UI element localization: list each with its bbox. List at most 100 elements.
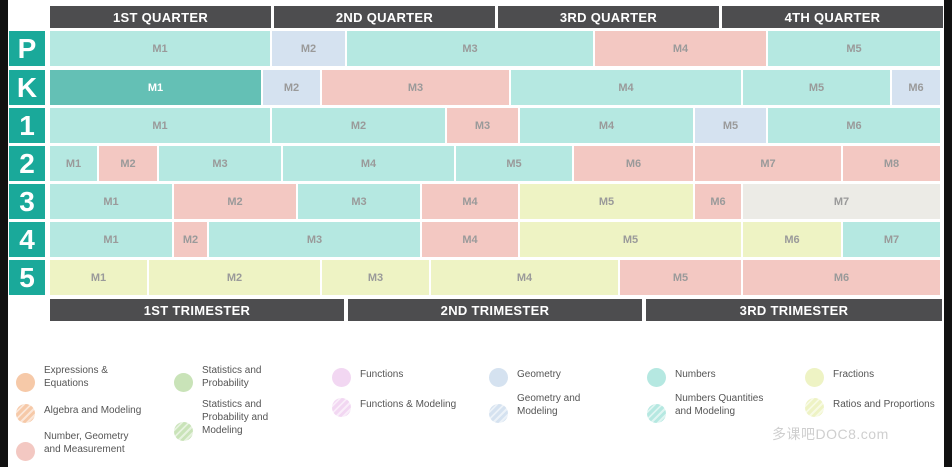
- module-cell[interactable]: M4: [431, 260, 620, 295]
- legend-label: Expressions & Equations: [44, 365, 108, 389]
- module-cell[interactable]: M1: [50, 260, 149, 295]
- module-cell[interactable]: M1: [50, 222, 174, 257]
- legend-item: Statistics and Probability and Modeling: [174, 398, 282, 441]
- module-cell[interactable]: M1: [50, 70, 263, 105]
- legend-swatch-icon: [174, 422, 193, 441]
- legend-item: Number, Geometry and Measurement: [16, 430, 144, 461]
- legend-swatch-icon: [489, 368, 508, 387]
- legend-swatch-icon: [805, 398, 824, 417]
- legend-item: Algebra and Modeling: [16, 404, 154, 423]
- watermark-text: 多课吧DOC8.com: [772, 426, 889, 442]
- legend-swatch-icon: [16, 442, 35, 461]
- module-cell[interactable]: M2: [174, 222, 209, 257]
- legend-swatch-icon: [174, 373, 193, 392]
- module-cell[interactable]: M2: [272, 31, 347, 66]
- quarter-header-2: 2ND QUARTER: [274, 6, 495, 28]
- legend-label: Ratios and Proportions: [833, 399, 935, 410]
- module-cell[interactable]: M6: [574, 146, 695, 181]
- module-cell[interactable]: M3: [347, 31, 595, 66]
- legend-swatch-icon: [332, 398, 351, 417]
- legend-label: Geometry and Modeling: [517, 393, 581, 417]
- legend-item: Expressions & Equations: [16, 364, 144, 392]
- module-cell[interactable]: M8: [843, 146, 942, 181]
- legend-label: Statistics and Probability and Modeling: [202, 399, 269, 436]
- module-cell[interactable]: M3: [322, 260, 431, 295]
- module-cell[interactable]: M4: [595, 31, 768, 66]
- grade-label-p: P: [9, 31, 45, 66]
- legend-swatch-icon: [647, 404, 666, 423]
- quarter-header-3: 3RD QUARTER: [498, 6, 719, 28]
- module-cell[interactable]: M3: [447, 108, 520, 143]
- module-cell[interactable]: M4: [520, 108, 695, 143]
- legend-label: Numbers: [675, 369, 716, 380]
- legend-item: Fractions: [805, 368, 933, 387]
- module-cell[interactable]: M6: [768, 108, 942, 143]
- legend-item: Numbers Quantities and Modeling: [647, 392, 775, 423]
- grade-label-3: 3: [9, 184, 45, 219]
- legend-label: Algebra and Modeling: [44, 405, 142, 416]
- module-cell[interactable]: M7: [843, 222, 942, 257]
- legend-item: Numbers: [647, 368, 775, 387]
- trimester-header-3: 3RD TRIMESTER: [646, 299, 942, 321]
- module-cell[interactable]: M4: [422, 222, 520, 257]
- module-cell[interactable]: M6: [743, 260, 942, 295]
- module-cell[interactable]: M4: [283, 146, 456, 181]
- grade-label-k: K: [9, 70, 45, 105]
- legend-item: Functions: [332, 368, 480, 387]
- legend-item: Functions & Modeling: [332, 398, 480, 417]
- module-cell[interactable]: M2: [272, 108, 447, 143]
- quarter-header-4: 4TH QUARTER: [722, 6, 943, 28]
- module-cell[interactable]: M4: [511, 70, 743, 105]
- grade-label-1: 1: [9, 108, 45, 143]
- right-frame-edge: [944, 0, 952, 467]
- module-cell[interactable]: M5: [768, 31, 942, 66]
- module-cell[interactable]: M5: [520, 222, 743, 257]
- module-cell[interactable]: M5: [695, 108, 768, 143]
- legend-item: Geometry: [489, 368, 617, 387]
- module-cell[interactable]: M3: [298, 184, 422, 219]
- legend-swatch-icon: [16, 373, 35, 392]
- module-cell[interactable]: M5: [520, 184, 695, 219]
- module-cell[interactable]: M7: [695, 146, 843, 181]
- legend-label: Functions: [360, 369, 404, 380]
- module-cell[interactable]: M2: [263, 70, 322, 105]
- module-cell[interactable]: M6: [743, 222, 843, 257]
- module-cell[interactable]: M3: [322, 70, 511, 105]
- legend-swatch-icon: [16, 404, 35, 423]
- module-cell[interactable]: M5: [456, 146, 574, 181]
- legend-label: Functions & Modeling: [360, 399, 457, 410]
- module-cell[interactable]: M1: [50, 184, 174, 219]
- module-cell[interactable]: M7: [743, 184, 942, 219]
- module-cell[interactable]: M3: [159, 146, 283, 181]
- legend-item: Ratios and Proportions: [805, 398, 952, 417]
- trimester-header-2: 2ND TRIMESTER: [348, 299, 642, 321]
- module-cell[interactable]: M5: [743, 70, 892, 105]
- legend-label: Statistics and Probability: [202, 365, 262, 389]
- module-cell[interactable]: M1: [50, 146, 99, 181]
- module-cell[interactable]: M4: [422, 184, 520, 219]
- grade-label-2: 2: [9, 146, 45, 181]
- module-cell[interactable]: M1: [50, 31, 272, 66]
- legend-item: Statistics and Probability: [174, 364, 282, 392]
- left-frame-edge: [0, 0, 8, 467]
- legend-swatch-icon: [489, 404, 508, 423]
- module-cell[interactable]: M2: [174, 184, 298, 219]
- module-cell[interactable]: M2: [99, 146, 159, 181]
- module-cell[interactable]: M6: [695, 184, 743, 219]
- module-cell[interactable]: M6: [892, 70, 942, 105]
- module-cell[interactable]: M5: [620, 260, 743, 295]
- legend-swatch-icon: [805, 368, 824, 387]
- legend-swatch-icon: [647, 368, 666, 387]
- module-cell[interactable]: M1: [50, 108, 272, 143]
- legend-label: Number, Geometry and Measurement: [44, 431, 129, 455]
- legend-label: Fractions: [833, 369, 875, 380]
- legend-swatch-icon: [332, 368, 351, 387]
- trimester-header-1: 1ST TRIMESTER: [50, 299, 344, 321]
- quarter-header-1: 1ST QUARTER: [50, 6, 271, 28]
- module-cell[interactable]: M2: [149, 260, 322, 295]
- grade-label-4: 4: [9, 222, 45, 257]
- legend-label: Numbers Quantities and Modeling: [675, 393, 764, 417]
- legend-item: Geometry and Modeling: [489, 392, 592, 423]
- module-cell[interactable]: M3: [209, 222, 422, 257]
- grade-label-5: 5: [9, 260, 45, 295]
